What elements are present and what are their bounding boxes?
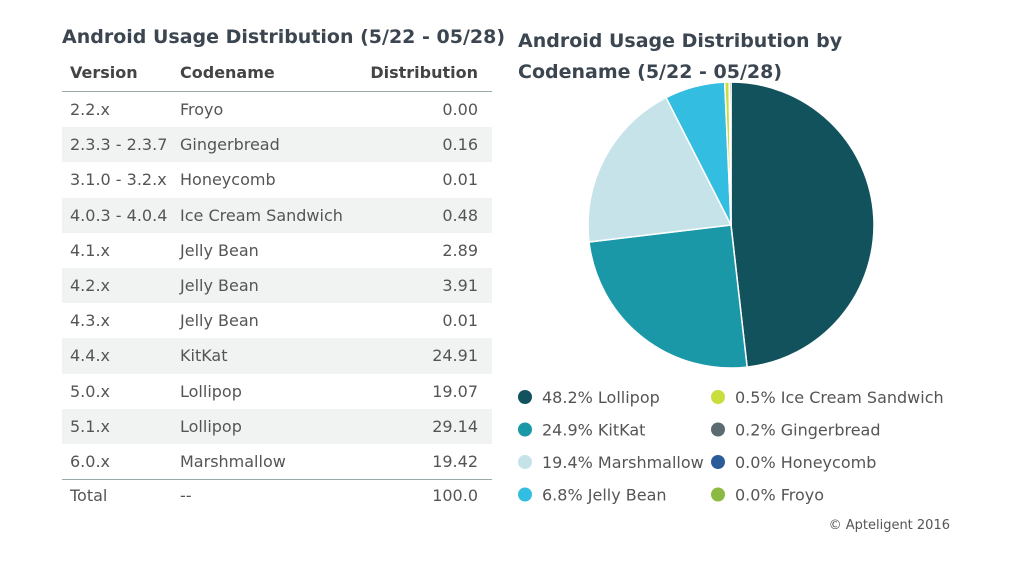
cell: 5.1.x — [70, 416, 110, 436]
cell: 19.07 — [432, 381, 478, 401]
cell: 0.01 — [442, 170, 478, 190]
total-rule — [62, 479, 492, 481]
legend-label: 0.0% Froyo — [735, 486, 824, 505]
cell: 0.00 — [442, 100, 478, 119]
cell: 4.4.x — [70, 346, 110, 366]
cell: KitKat — [180, 346, 228, 366]
row-shade — [62, 408, 492, 444]
legend-swatch — [518, 455, 532, 469]
legend-label: 0.5% Ice Cream Sandwich — [735, 388, 944, 407]
legend-name: Lollipop — [598, 388, 660, 407]
cell: Lollipop — [180, 381, 242, 401]
legend-name: KitKat — [598, 421, 646, 440]
legend-swatch — [518, 422, 532, 437]
cell: Jelly Bean — [180, 276, 259, 295]
cell: 6.0.x — [70, 452, 110, 471]
legend-value: 48.2% — [542, 388, 593, 407]
cell: Marshmallow — [180, 452, 286, 471]
cell: 3.1.0 - 3.2.x — [70, 170, 167, 190]
legend-value: 0.0% — [735, 453, 776, 472]
cell: 100.0 — [432, 486, 478, 506]
header-cell: Version — [70, 63, 138, 82]
legend-value: 24.9% — [542, 421, 593, 440]
cell: -- — [180, 486, 192, 506]
cell: Jelly Bean — [180, 240, 259, 260]
cell: 2.89 — [442, 240, 478, 260]
cell: 2.2.x — [70, 100, 110, 119]
cell: Jelly Bean — [180, 311, 259, 331]
legend-swatch — [518, 487, 532, 502]
row-shade — [62, 268, 492, 304]
legend-value: 6.8% — [542, 486, 583, 505]
row-shade — [62, 127, 492, 163]
pie-slice — [728, 81, 732, 226]
cell: 0.16 — [442, 135, 478, 155]
cell: Honeycomb — [180, 170, 276, 190]
cell: 0.01 — [442, 311, 478, 331]
table: Version Codename Distribution 2.2.x Froyo 0.0… — [62, 54, 492, 514]
cell: 4.1.x — [70, 240, 110, 260]
cell: 29.14 — [432, 416, 478, 436]
row-shade — [62, 197, 492, 233]
legend-label: 24.9% KitKat — [542, 421, 645, 440]
legend-label: 48.2% Lollipop — [542, 388, 660, 407]
cell: 4.3.x — [70, 311, 110, 331]
legend-name: Marshmallow — [598, 453, 704, 472]
legend-swatch — [518, 390, 532, 404]
header-rule — [62, 91, 492, 92]
legend-name: Jelly Bean — [587, 486, 667, 505]
cell: 0.48 — [442, 205, 478, 225]
legend-name: Honeycomb — [781, 453, 877, 472]
header-cell: Codename — [180, 63, 275, 82]
table-title: Android Usage Distribution (5/22 - 05/28… — [62, 26, 506, 48]
cell: Ice Cream Sandwich — [180, 205, 343, 225]
legend-name: Froyo — [781, 486, 824, 505]
cell: Lollipop — [180, 416, 242, 436]
legend-value: 0.5% — [735, 388, 776, 407]
cell: 24.91 — [432, 346, 478, 366]
cell: 5.0.x — [70, 381, 110, 401]
legend-label: 6.8% Jelly Bean — [542, 486, 667, 505]
legend-value: 0.0% — [735, 486, 776, 505]
header-cell: Distribution — [370, 63, 478, 82]
cell: Total — [70, 486, 108, 506]
cell: 4.2.x — [70, 276, 110, 295]
legend-name: Gingerbread — [781, 421, 881, 440]
row-shade — [62, 338, 492, 374]
legend-label: 0.2% Gingerbread — [735, 421, 881, 440]
pie-slice — [587, 96, 733, 243]
cell: 4.0.3 - 4.0.4 — [70, 205, 168, 225]
cell: 19.42 — [432, 452, 478, 471]
legend-label: 19.4% Marshmallow — [542, 453, 704, 472]
cell: 2.3.3 - 2.3.7 — [70, 135, 168, 155]
legend-name: Ice Cream Sandwich — [781, 388, 944, 407]
cell: Gingerbread — [180, 135, 280, 155]
legend-label: 0.0% Honeycomb — [735, 453, 876, 472]
legend-swatch — [711, 487, 725, 502]
pie-slice — [730, 81, 875, 368]
legend-swatch — [711, 455, 725, 469]
legend-swatch — [711, 390, 725, 404]
chart-title: Android Usage Distribution by Codename (… — [518, 30, 843, 83]
legend-value: 0.2% — [735, 421, 776, 440]
cell: Froyo — [180, 100, 224, 119]
legend-value: 19.4% — [542, 453, 593, 472]
copyright: © Apteligent 2016 — [828, 518, 950, 533]
cell: 3.91 — [442, 276, 478, 295]
pie-slice — [588, 224, 748, 369]
legend-swatch — [711, 422, 725, 437]
